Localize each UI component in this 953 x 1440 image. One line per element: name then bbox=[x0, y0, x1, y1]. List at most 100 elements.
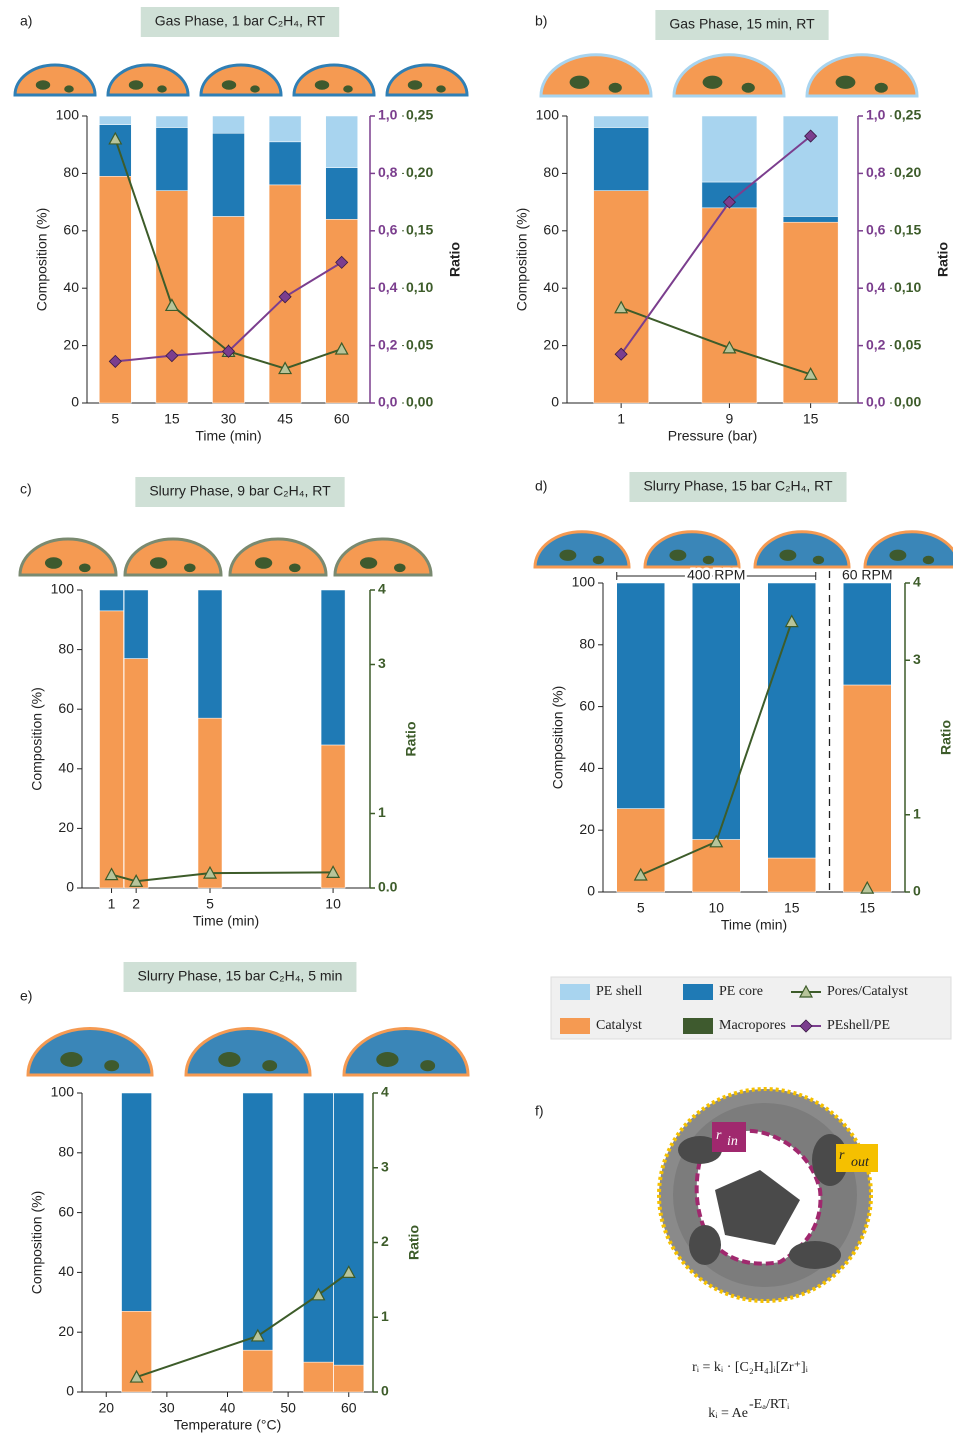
marker bbox=[164, 298, 179, 312]
marker bbox=[221, 344, 236, 358]
marker bbox=[614, 347, 628, 361]
bar bbox=[320, 744, 346, 889]
particle-image bbox=[26, 1027, 154, 1077]
x-axis-label: Temperature (°C) bbox=[174, 1417, 282, 1433]
y2-tick-label: 0,10 bbox=[894, 279, 921, 295]
r-in-subscript: in bbox=[727, 1134, 738, 1149]
x-tick-label: 15 bbox=[803, 411, 819, 427]
macropore bbox=[44, 557, 63, 569]
y2-tick-label: 0,20 bbox=[894, 164, 921, 180]
macropore bbox=[874, 82, 888, 93]
x-tick-label: 5 bbox=[637, 900, 645, 916]
bar bbox=[767, 857, 816, 893]
marker bbox=[278, 290, 292, 304]
y2-axis-label: Ratio bbox=[403, 722, 419, 757]
macropore bbox=[559, 549, 577, 561]
y-axis-label: Composition (%) bbox=[550, 686, 566, 789]
particle-image bbox=[753, 530, 851, 569]
marker bbox=[722, 195, 736, 209]
x-tick-label: 15 bbox=[784, 900, 800, 916]
bar bbox=[303, 1361, 334, 1393]
y2-axis-label: Ratio bbox=[406, 1225, 422, 1260]
legend-label: Macropores bbox=[719, 1018, 786, 1033]
particle-image bbox=[342, 1027, 470, 1077]
y2-tick-label: 1,0 bbox=[378, 107, 398, 123]
panel: d) Slurry Phase, 15 bar C₂H₄, RT020406080… bbox=[533, 472, 953, 933]
chart-title: Slurry Phase, 15 bar C₂H₄, 5 min bbox=[138, 968, 343, 984]
bar bbox=[303, 1092, 334, 1363]
group-label: 400 RPM bbox=[687, 567, 745, 583]
formula: rᵢ = kᵢ · [C₂H₄]ᵢ[Zr⁺]ᵢ bbox=[692, 1360, 809, 1375]
marker bbox=[633, 867, 648, 881]
bar bbox=[268, 115, 302, 143]
legend-label: PE shell bbox=[596, 984, 642, 999]
y-tick-label: 0 bbox=[71, 394, 79, 410]
bar bbox=[123, 658, 149, 889]
y2-tick-label: 0,15 bbox=[894, 222, 921, 238]
macropore bbox=[812, 555, 825, 565]
y2-tick-label: 1,0 bbox=[866, 107, 886, 123]
y-tick-label: 20 bbox=[543, 336, 559, 352]
y-tick-label: 80 bbox=[58, 640, 74, 656]
y-tick-label: 40 bbox=[63, 279, 79, 295]
y2-tick-label: 0.0 bbox=[378, 879, 398, 895]
x-tick-label: 10 bbox=[325, 896, 341, 912]
marker bbox=[129, 1369, 144, 1383]
y-tick-label: 80 bbox=[579, 636, 595, 652]
marker bbox=[311, 1287, 326, 1301]
panel-label: f) bbox=[535, 1103, 544, 1119]
marker bbox=[709, 834, 724, 848]
title-box bbox=[123, 962, 357, 992]
panel: b) Gas Phase, 15 min, RT 0 20 40 60 80 100 Compo… bbox=[514, 10, 951, 444]
marker bbox=[278, 361, 293, 375]
marker bbox=[784, 614, 799, 628]
bar bbox=[616, 582, 665, 809]
macropore bbox=[289, 563, 301, 573]
bar bbox=[123, 589, 149, 659]
macropore bbox=[221, 80, 237, 90]
bar bbox=[197, 717, 223, 889]
x-tick-label: 20 bbox=[98, 1400, 114, 1416]
y-tick-label: 100 bbox=[51, 581, 75, 597]
bar bbox=[268, 141, 302, 186]
bar bbox=[320, 589, 346, 746]
bar bbox=[99, 610, 124, 889]
formula: kᵢ = Ae bbox=[708, 1406, 748, 1421]
line bbox=[111, 871, 334, 883]
macropore bbox=[79, 563, 91, 573]
panel: c) Slurry Phase, 9 bar C₂H₄, RT 0 20 40 60 80 1… bbox=[18, 477, 433, 929]
bar bbox=[99, 115, 132, 125]
bar bbox=[212, 132, 245, 217]
y-tick-label: 20 bbox=[58, 819, 74, 835]
particle-image bbox=[228, 537, 328, 577]
panel-label: c) bbox=[20, 481, 32, 497]
marker bbox=[326, 865, 341, 878]
particle-image bbox=[13, 63, 97, 97]
y2-tick-label: 4 bbox=[381, 1084, 389, 1100]
x-tick-label: 45 bbox=[277, 411, 293, 427]
x-tick-label: 60 bbox=[334, 411, 350, 427]
macropore bbox=[359, 557, 378, 569]
y2-tick-label: 3 bbox=[378, 655, 386, 671]
y2-tick-label: 0,2 bbox=[378, 336, 398, 352]
y-axis-label: Composition (%) bbox=[29, 1191, 45, 1294]
macropore bbox=[157, 85, 167, 93]
y2-tick-label: 0,8 bbox=[866, 164, 886, 180]
particle-image bbox=[333, 537, 433, 577]
macropore bbox=[702, 75, 723, 89]
macropore bbox=[779, 549, 797, 561]
r-out-subscript: out bbox=[851, 1155, 870, 1170]
particle-image bbox=[643, 530, 741, 569]
bar bbox=[212, 115, 245, 134]
macropore bbox=[149, 557, 168, 569]
bar bbox=[333, 1364, 364, 1393]
r-out-label: r bbox=[839, 1148, 845, 1163]
y2-tick-label: 0,05 bbox=[894, 336, 921, 352]
y2-axis-label: Ratio bbox=[935, 242, 951, 277]
y2-tick-label: 0,10 bbox=[406, 279, 433, 295]
y-tick-label: 0 bbox=[66, 1383, 74, 1399]
bar bbox=[843, 582, 892, 686]
y2-tick-label: 2 bbox=[381, 1233, 389, 1249]
bar bbox=[701, 115, 758, 183]
